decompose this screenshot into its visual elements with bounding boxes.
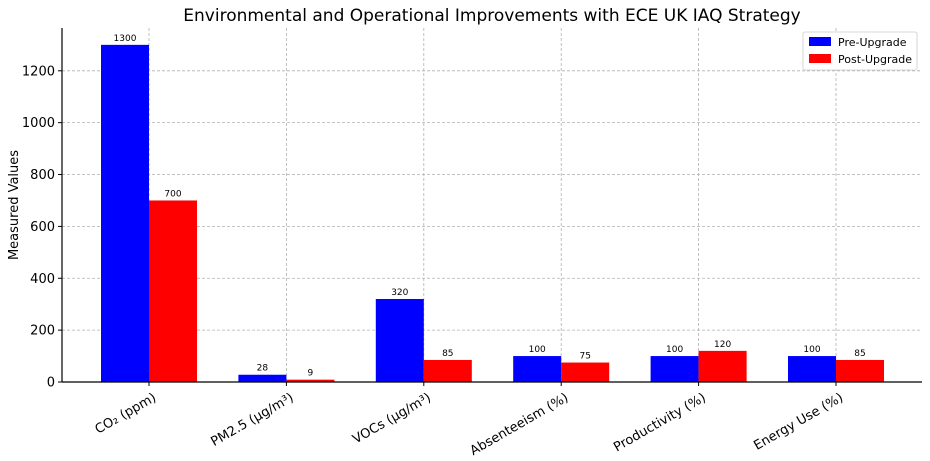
chart-title: Environmental and Operational Improvemen… — [183, 6, 800, 26]
y-tick-label: 800 — [30, 168, 55, 183]
y-tick-label: 600 — [30, 220, 55, 235]
data-label: 9 — [308, 369, 314, 379]
data-label: 1300 — [114, 34, 137, 44]
x-tick-label: CO₂ (ppm) — [93, 390, 159, 437]
data-label: 100 — [803, 345, 820, 355]
y-axis-label: Measured Values — [7, 150, 22, 260]
y-tick-label: 200 — [30, 324, 55, 339]
legend-label-post-upgrade: Post-Upgrade — [838, 53, 912, 66]
legend-frame — [802, 31, 918, 71]
data-labels: 1300 700 28 9 320 85 100 75 100 120 100 85 — [114, 34, 866, 379]
legend-swatch-pre-upgrade — [809, 37, 831, 46]
x-tick-label: Productivity (%) — [611, 390, 708, 455]
data-label: 100 — [666, 345, 683, 355]
legend: Pre-Upgrade Post-Upgrade — [802, 31, 918, 71]
bar-pre-upgrade — [513, 356, 562, 382]
bars — [101, 44, 884, 382]
data-label: 85 — [854, 349, 865, 359]
data-label: 700 — [164, 189, 181, 199]
y-tick-label: 1000 — [22, 116, 55, 131]
bar-post-upgrade — [149, 200, 197, 382]
x-tick-label: VOCs (µg/m³) — [350, 390, 434, 447]
y-axis-ticks: 0 200 400 600 800 1000 1200 — [22, 64, 62, 391]
x-tick-label: PM2.5 (µg/m³) — [209, 390, 297, 449]
y-tick-label: 400 — [30, 272, 55, 287]
data-label: 85 — [442, 349, 453, 359]
y-tick-label: 0 — [47, 376, 55, 391]
bar-pre-upgrade — [788, 356, 836, 382]
x-tick-label: Absenteeism (%) — [468, 390, 572, 458]
bar-post-upgrade — [423, 359, 472, 382]
data-label: 100 — [529, 345, 546, 355]
bar-post-upgrade — [836, 359, 884, 382]
data-label: 28 — [257, 364, 269, 374]
legend-swatch-post-upgrade — [809, 54, 831, 63]
bar-post-upgrade — [698, 350, 747, 382]
bar-pre-upgrade — [101, 44, 149, 382]
bar-pre-upgrade — [375, 299, 424, 382]
y-tick-label: 1200 — [22, 64, 55, 79]
bar-post-upgrade — [286, 379, 335, 382]
x-tick-label: Energy Use (%) — [751, 390, 846, 453]
x-axis-ticks: CO₂ (ppm) PM2.5 (µg/m³) VOCs (µg/m³) Absent… — [93, 382, 846, 459]
bar-pre-upgrade — [238, 374, 287, 382]
legend-label-pre-upgrade: Pre-Upgrade — [838, 36, 907, 49]
bar-pre-upgrade — [650, 356, 699, 382]
data-label: 120 — [714, 340, 731, 350]
data-label: 75 — [579, 352, 590, 362]
bar-post-upgrade — [561, 362, 610, 382]
data-label: 320 — [391, 288, 408, 298]
